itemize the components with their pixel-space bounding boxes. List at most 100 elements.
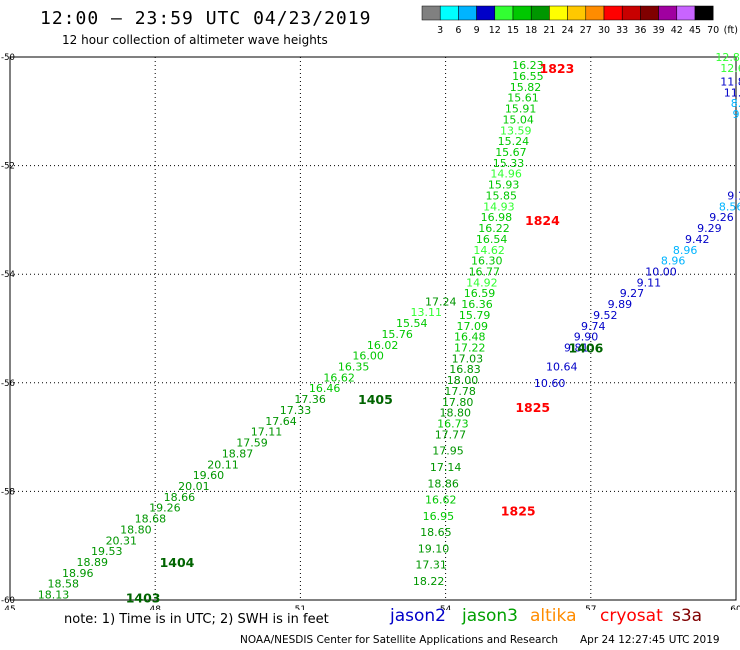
y-tick-label: -60 — [1, 596, 15, 606]
colorbar-tick-label: 6 — [455, 25, 461, 36]
jason2-wave-height-label: 10.00 — [645, 265, 677, 278]
jason3-wave-height-label: 17.24 — [425, 295, 457, 308]
jason3-wave-height-label: 17.03 — [452, 352, 484, 365]
jason3-wave-height-label: 15.91 — [505, 103, 537, 116]
jason3-wave-height-label: 16.23 — [512, 59, 544, 72]
colorbar-swatch — [694, 5, 714, 21]
x-tick-label: 57 — [585, 605, 596, 610]
jason3-wave-height-label: 19.53 — [91, 545, 123, 558]
jason2-wave-height-label: 12.67 — [720, 62, 740, 75]
jason3-wave-height-label: 16.59 — [464, 287, 496, 300]
jason3-wave-height-label: 17.33 — [280, 404, 312, 417]
jason3-wave-height-label: 16.22 — [478, 222, 510, 235]
jason3-wave-height-label: 16.00 — [352, 350, 384, 363]
jason3-wave-height-label: 18.65 — [420, 526, 452, 539]
jason3-wave-height-label: 16.30 — [471, 255, 503, 268]
jason2-wave-height-label: 9.1 — [727, 189, 740, 202]
jason3-wave-height-label: 18.13 — [38, 589, 70, 602]
jason2-wave-height-label: 9.89 — [608, 298, 633, 311]
jason3-wave-height-label: 18.00 — [447, 374, 479, 387]
jason2-wave-height-label: 10.64 — [546, 361, 578, 374]
jason3-wave-height-label: 16.98 — [481, 211, 513, 224]
colorbar-tick-label: 70 — [707, 25, 719, 36]
colorbar-tick-label: 33 — [616, 25, 628, 36]
pass-time-label: 1405 — [358, 392, 393, 407]
jason3-wave-height-label: 17.80 — [442, 396, 474, 409]
jason3-wave-height-label: 19.60 — [193, 469, 225, 482]
jason3-wave-height-label: 13.59 — [500, 124, 532, 137]
x-tick-label: 60 — [730, 605, 740, 610]
jason3-wave-height-label: 15.33 — [493, 157, 525, 170]
page-subtitle: 12 hour collection of altimeter wave hei… — [62, 33, 328, 47]
jason3-wave-height-label: 16.02 — [367, 339, 399, 352]
jason3-wave-height-label: 20.11 — [207, 458, 239, 471]
jason3-wave-height-label: 18.22 — [413, 575, 445, 588]
jason2-wave-height-label: 9 — [733, 108, 740, 121]
x-tick-label: 51 — [295, 605, 306, 610]
jason3-wave-height-label: 17.95 — [432, 445, 464, 458]
colorbar-tick-label: 45 — [689, 25, 701, 36]
legend-altika: altika — [530, 606, 577, 626]
jason3-wave-height-label: 15.85 — [486, 189, 518, 202]
jason3-wave-height-label: 16.77 — [469, 265, 501, 278]
colorbar-tick-label: 39 — [653, 25, 665, 36]
pass-time-label: 1824 — [525, 213, 560, 228]
colorbar-tick-label: 24 — [562, 25, 574, 36]
jason3-wave-height-label: 13.11 — [410, 306, 442, 319]
jason3-wave-height-label: 16.95 — [423, 510, 455, 523]
pass-time-label: 1825 — [501, 503, 536, 518]
y-tick-label: -50 — [1, 53, 15, 63]
jason3-wave-height-label: 15.04 — [502, 113, 534, 126]
x-tick-label: 45 — [4, 605, 15, 610]
page-title: 12:00 – 23:59 UTC 04/23/2019 — [40, 8, 372, 29]
x-tick-label: 54 — [440, 605, 452, 610]
jason2-wave-height-label: 9.26 — [709, 211, 734, 224]
plot-frame — [9, 56, 737, 601]
pass-time-label: 1825 — [515, 400, 550, 415]
jason3-wave-height-label: 16.83 — [449, 363, 481, 376]
jason3-wave-height-label: 18.89 — [77, 556, 109, 569]
colorbar-tick-label: 27 — [580, 25, 592, 36]
jason3-wave-height-label: 17.64 — [265, 415, 297, 428]
jason3-wave-height-label: 18.96 — [62, 567, 94, 580]
jason3-wave-height-label: 18.86 — [427, 477, 459, 490]
jason3-wave-height-label: 17.36 — [294, 393, 326, 406]
y-tick-label: -54 — [1, 270, 15, 280]
footer-source: NOAA/NESDIS Center for Satellite Applica… — [240, 634, 558, 646]
jason3-wave-height-label: 15.61 — [507, 92, 539, 105]
pass-time-label: 1403 — [126, 590, 161, 605]
colorbar-tick-label: 36 — [634, 25, 646, 36]
jason3-wave-height-label: 18.80 — [440, 407, 472, 420]
legend-jason2: jason2 — [390, 606, 446, 626]
colorbar-tick-label: 18 — [525, 25, 537, 36]
jason3-wave-height-label: 17.31 — [415, 559, 447, 572]
jason3-wave-height-label: 14.93 — [483, 200, 515, 213]
colorbar-tick-label: 3 — [437, 25, 443, 36]
jason3-wave-height-label: 18.68 — [135, 513, 167, 526]
jason3-wave-height-label: 15.54 — [396, 317, 428, 330]
jason3-wave-height-label: 14.96 — [490, 168, 522, 181]
legend-jason3: jason3 — [462, 606, 518, 626]
jason3-wave-height-label: 17.22 — [454, 342, 486, 355]
y-tick-label: -58 — [1, 487, 15, 497]
jason3-wave-height-label: 16.36 — [461, 298, 493, 311]
pass-time-label: 1404 — [160, 555, 195, 570]
jason3-wave-height-label: 16.54 — [476, 233, 508, 246]
jason3-wave-height-label: 16.55 — [512, 70, 544, 83]
jason3-wave-height-label: 16.48 — [454, 331, 486, 344]
jason3-wave-height-label: 18.66 — [164, 491, 196, 504]
jason3-wave-height-label: 20.31 — [106, 534, 138, 547]
jason3-wave-height-label: 16.62 — [323, 371, 355, 384]
jason2-wave-height-label: 9.11 — [637, 276, 662, 289]
jason3-wave-height-label: 15.24 — [498, 135, 530, 148]
colorbar-tick-label: 12 — [489, 25, 501, 36]
colorbar-tick-label: 30 — [598, 25, 610, 36]
jason3-wave-height-label: 18.87 — [222, 447, 254, 460]
footer-timestamp: Apr 24 12:27:45 UTC 2019 — [580, 634, 720, 646]
jason3-wave-height-label: 14.62 — [473, 244, 505, 257]
jason3-wave-height-label: 17.14 — [430, 461, 462, 474]
legend-s3a: s3a — [672, 606, 703, 626]
jason3-wave-height-label: 20.01 — [178, 480, 210, 493]
jason3-wave-height-label: 15.76 — [381, 328, 413, 341]
y-tick-label: -56 — [1, 379, 15, 389]
